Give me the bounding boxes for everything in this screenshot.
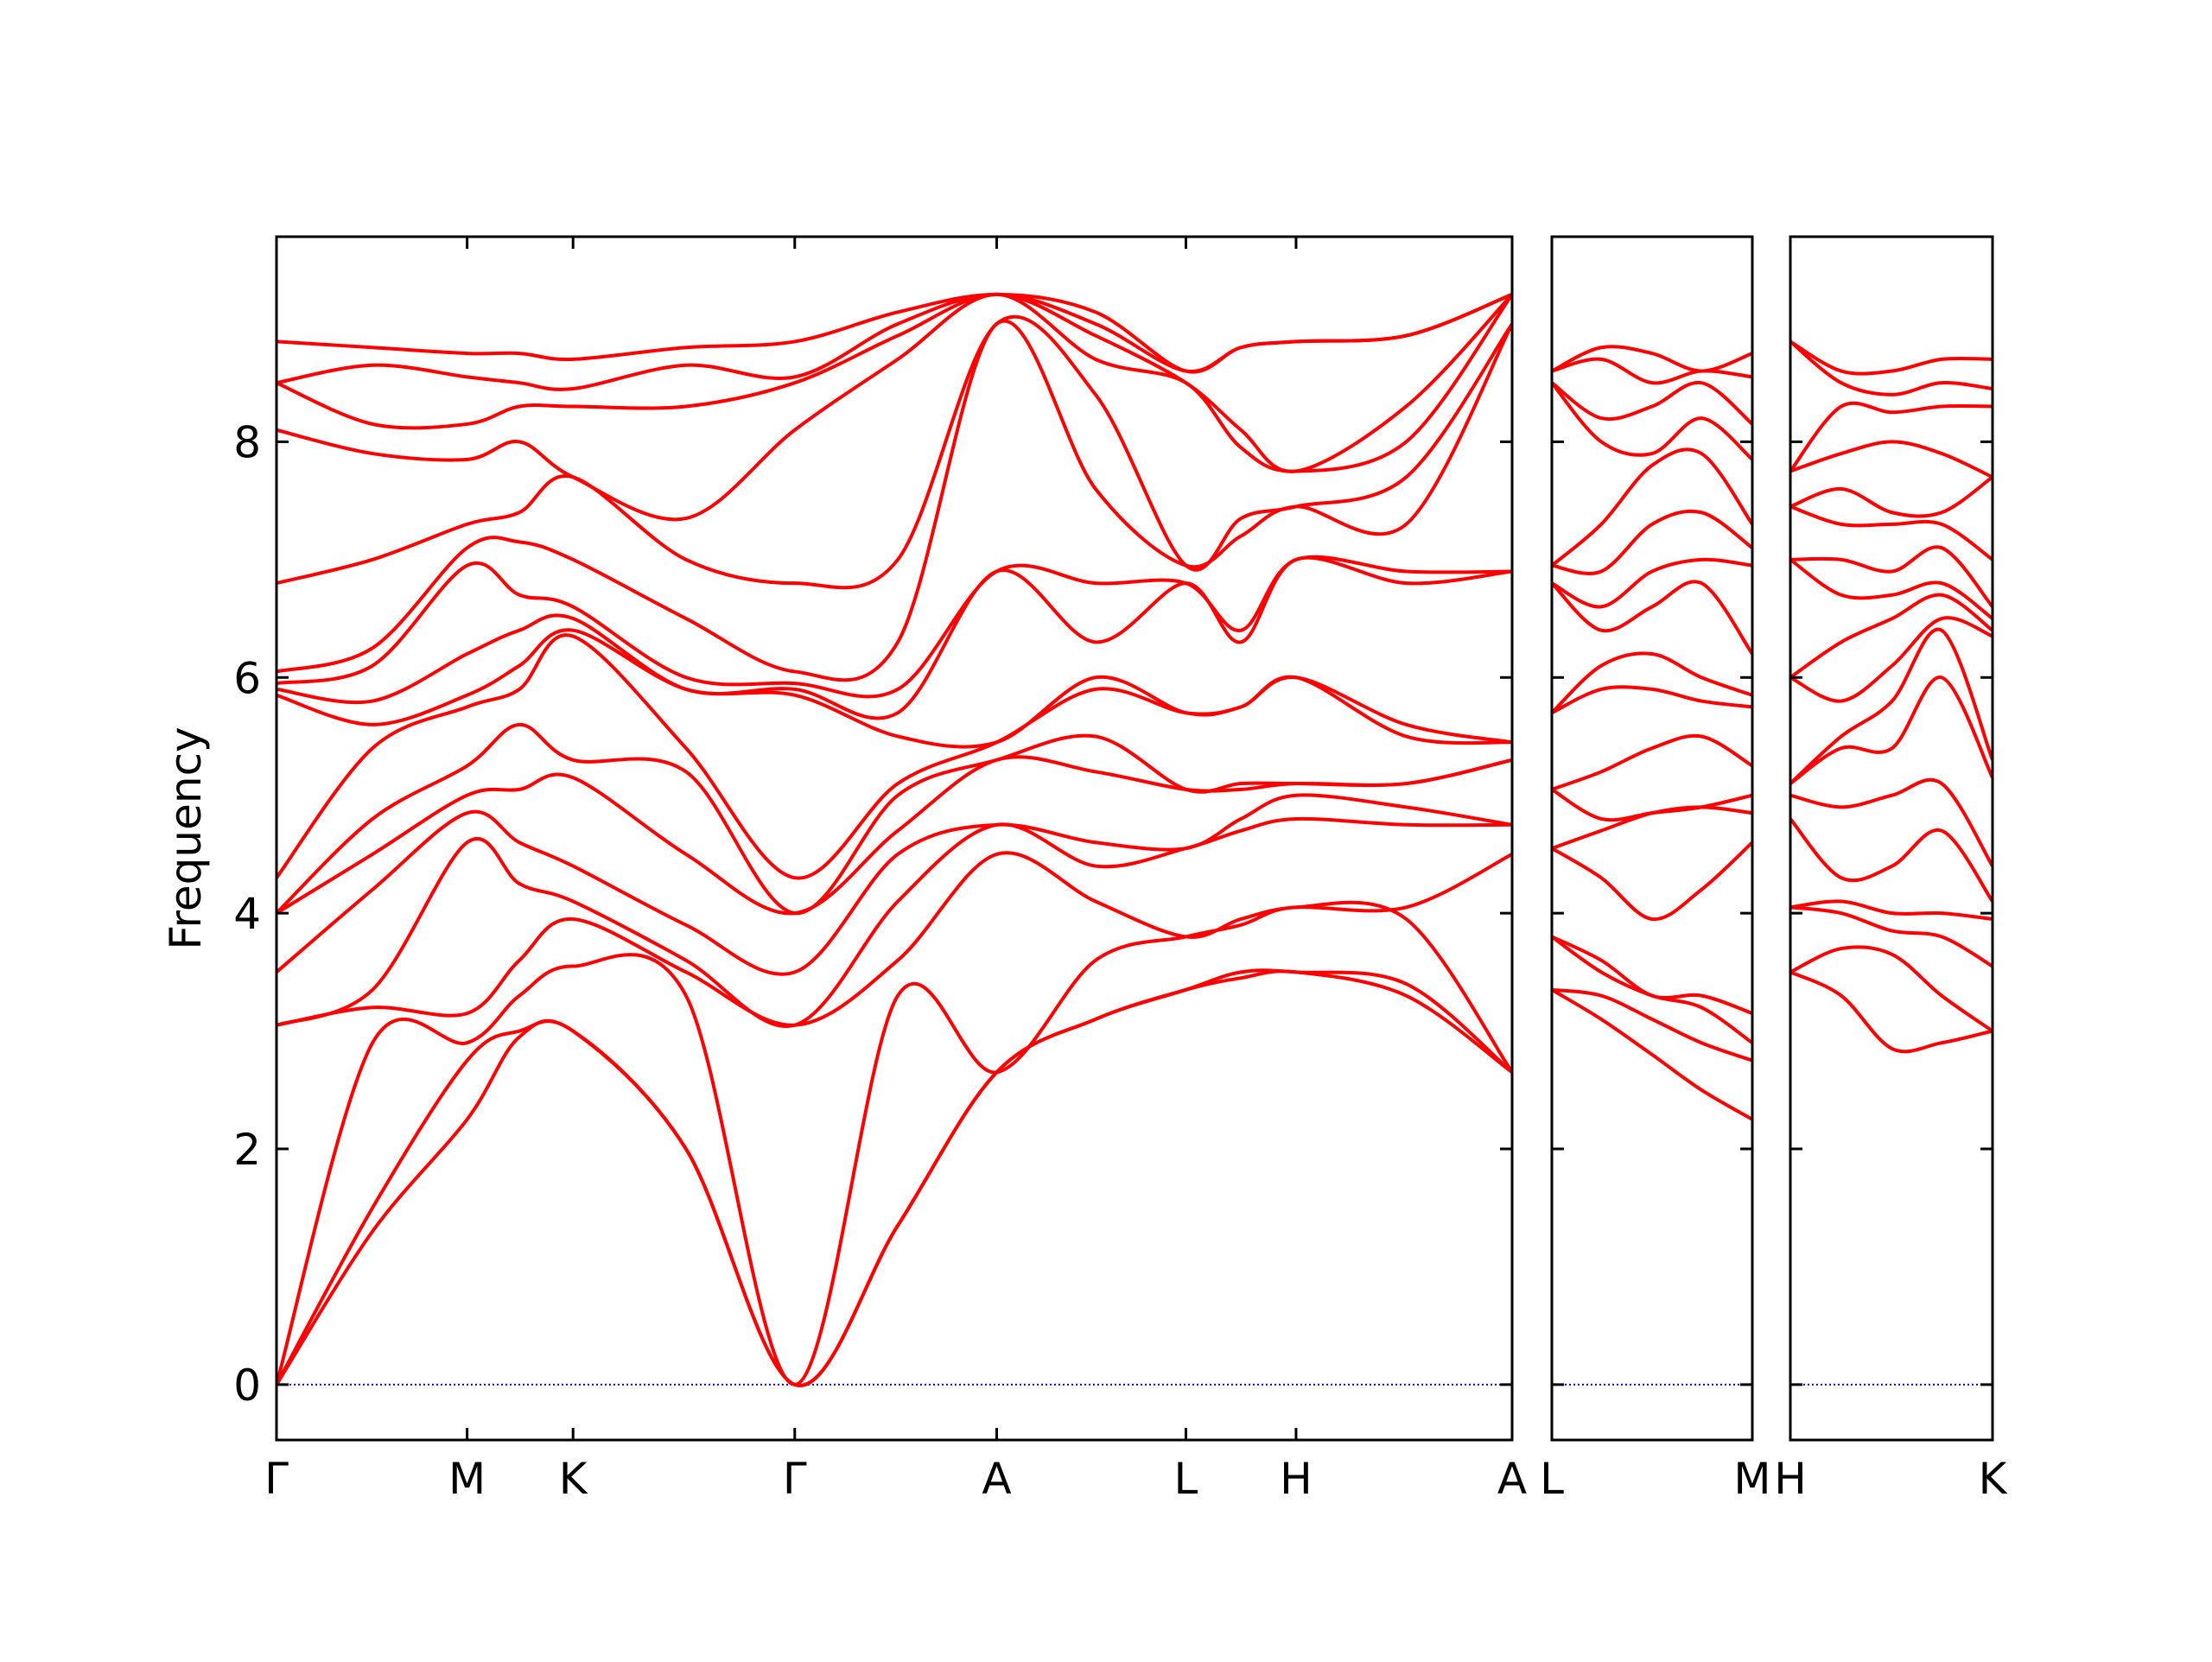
band-line [276, 900, 1512, 1386]
band-line [1790, 504, 1993, 561]
band-line [1552, 935, 1752, 1015]
band-line [1790, 339, 1993, 376]
band-line [276, 555, 1512, 720]
plot-frame [1789, 235, 1994, 1442]
band-line [1552, 685, 1752, 715]
band-line [1552, 357, 1752, 385]
band-line [276, 292, 1512, 473]
band-line [276, 755, 1512, 916]
band-line [1552, 447, 1752, 568]
band-line [1790, 627, 1993, 785]
band-line [276, 555, 1512, 699]
x-tick-label: A [982, 1454, 1011, 1504]
band-line [276, 633, 1512, 880]
band-line [276, 969, 1512, 1387]
band-line [1790, 475, 1993, 518]
band-line [1552, 509, 1752, 575]
band-line [276, 816, 1512, 1029]
band-line [1552, 988, 1752, 1121]
band-line [1552, 580, 1752, 656]
x-tick-label: K [559, 1454, 588, 1504]
band-line [1790, 905, 1993, 968]
band-line [276, 968, 1512, 1387]
band-line [1790, 777, 1993, 867]
y-tick-label: 4 [233, 889, 261, 939]
x-tick-label: L [1174, 1454, 1198, 1504]
x-tick-label: A [1497, 1454, 1527, 1504]
band-line [276, 314, 1512, 590]
band-line [1552, 987, 1752, 1063]
band-line [1790, 616, 1993, 703]
band-line [276, 722, 1512, 916]
band-line [1552, 651, 1752, 714]
band-line [1552, 935, 1752, 1044]
band-line [1552, 788, 1752, 822]
plot-frame [275, 235, 1514, 1442]
x-tick-label: Γ [783, 1454, 807, 1504]
band-line [1790, 970, 1993, 1054]
band-line [276, 793, 1512, 976]
x-tick-label: H [1280, 1454, 1313, 1504]
x-tick-label: Γ [264, 1454, 289, 1504]
band-line [1552, 345, 1752, 373]
x-tick-label: K [1979, 1454, 2008, 1504]
band-line [1790, 817, 1993, 903]
y-axis-label: Frequency [161, 726, 211, 949]
band-line [1552, 380, 1752, 426]
band-line [1790, 899, 1993, 921]
y-tick-label: 0 [233, 1361, 261, 1411]
band-line [1790, 440, 1993, 479]
y-tick-label: 6 [233, 653, 261, 703]
band-line [1552, 381, 1752, 461]
band-line [1790, 545, 1993, 608]
band-line [1552, 841, 1752, 921]
band-line [1552, 557, 1752, 609]
band-line [276, 851, 1512, 1027]
plot-frame [1550, 235, 1754, 1442]
band-line [1790, 593, 1993, 679]
band-line [1790, 401, 1993, 473]
y-tick-label: 8 [233, 417, 261, 467]
band-line [1790, 558, 1993, 620]
band-line [1790, 676, 1993, 785]
band-line [1552, 733, 1752, 791]
x-tick-label: L [1540, 1454, 1564, 1504]
band-line [276, 292, 1512, 522]
band-line [276, 628, 1512, 749]
y-tick-label: 2 [233, 1125, 261, 1175]
band-line [1790, 945, 1993, 1033]
x-tick-label: M [1733, 1454, 1770, 1504]
band-line [1790, 339, 1993, 396]
x-tick-label: M [448, 1454, 486, 1504]
band-line [276, 292, 1512, 374]
x-tick-label: H [1774, 1454, 1807, 1504]
